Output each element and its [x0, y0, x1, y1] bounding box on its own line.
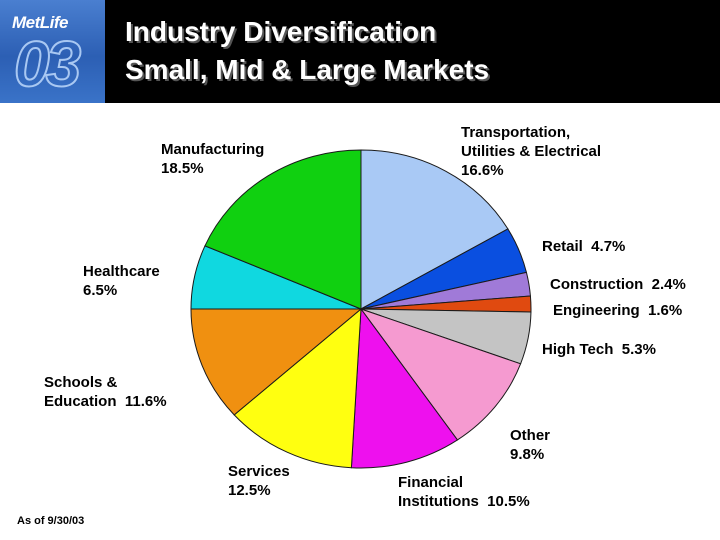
slice-value: 6.5%: [83, 282, 118, 299]
slice-label-6: Financial Institutions 10.5%: [398, 473, 530, 511]
slice-label-text: Manufacturing: [161, 141, 265, 158]
slice-label-text: Construction 2.4%: [550, 276, 686, 293]
header-bar: MetLife 03 Industry Diversification Smal…: [0, 0, 720, 103]
slice-label-2: Construction 2.4%: [550, 275, 686, 294]
slice-value: 9.8%: [510, 446, 545, 463]
slice-label-text: Retail 4.7%: [542, 238, 626, 255]
slice-label-text: Schools &: [44, 374, 118, 391]
slice-label-text: Education 11.6%: [44, 393, 167, 410]
slice-label-1: Retail 4.7%: [542, 237, 625, 256]
pie-slice-10: [204, 149, 362, 310]
slice-label-text: High Tech 5.3%: [542, 341, 656, 358]
slice-value: 18.5%: [161, 160, 204, 177]
slice-label-text: Utilities & Electrical: [461, 143, 602, 160]
slice-label-text: Services: [228, 463, 290, 480]
slice-label-text: Financial: [398, 474, 464, 491]
slide-title-line2: Small, Mid & Large Markets: [125, 54, 490, 85]
pie-slice-6: [350, 307, 459, 469]
slice-label-8: Schools & Education 11.6%: [44, 373, 167, 411]
slice-label-text: Transportation,: [461, 124, 571, 141]
slice-label-9: Healthcare 6.5%: [83, 262, 160, 300]
slice-label-text: Healthcare: [83, 263, 160, 280]
slice-label-4: High Tech 5.3%: [542, 340, 656, 359]
pie-slice-8: [190, 308, 363, 416]
slice-label-text: Institutions 10.5%: [398, 493, 530, 510]
slice-label-text: Other: [510, 427, 551, 444]
pie-slice-7: [233, 307, 362, 469]
slice-label-5: Other 9.8%: [510, 426, 550, 464]
slice-label-7: Services 12.5%: [228, 462, 290, 500]
pie-slice-0: [360, 149, 509, 310]
slice-value: 12.5%: [228, 482, 271, 499]
slice-label-3: Engineering 1.6%: [553, 301, 682, 320]
slice-label-10: Manufacturing 18.5%: [161, 140, 264, 178]
footnote: As of 9/30/03: [17, 515, 85, 527]
slice-value: 16.6%: [461, 162, 504, 179]
pie-slice-5: [359, 308, 522, 441]
logo-badge-number: 03: [13, 28, 82, 100]
metlife-logo: MetLife 03: [0, 0, 105, 103]
slide-title-line1: Industry Diversification: [125, 16, 437, 47]
slice-label-text: Engineering 1.6%: [553, 302, 683, 319]
slice-label-0: Transportation, Utilities & Electrical 16.…: [461, 123, 601, 180]
logo-brand-text: MetLife: [12, 13, 69, 32]
